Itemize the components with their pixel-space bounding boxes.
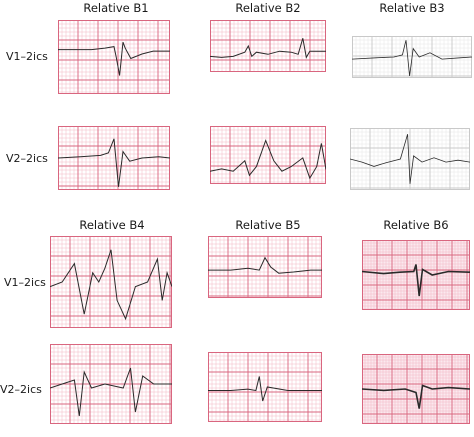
ecg-strip-b1-v1 bbox=[58, 20, 170, 94]
ecg-strip-b2-v2 bbox=[210, 126, 326, 184]
ecg-trace bbox=[362, 384, 470, 409]
ecg-strip-b4-v1 bbox=[50, 236, 172, 328]
ecg-grid bbox=[58, 20, 170, 94]
panel-title-b5: Relative B5 bbox=[235, 218, 301, 232]
lead-label-top-v1: V1–2ics bbox=[6, 50, 48, 63]
ecg-strip-b3-v2 bbox=[350, 128, 470, 190]
panel-title-b3: Relative B3 bbox=[379, 1, 445, 15]
ecg-grid bbox=[208, 352, 322, 422]
ecg-trace bbox=[50, 249, 172, 321]
ecg-trace bbox=[50, 367, 172, 417]
ecg-trace bbox=[58, 42, 170, 76]
ecg-grid bbox=[210, 126, 326, 184]
ecg-trace bbox=[208, 376, 322, 402]
ecg-strip-b1-v2 bbox=[58, 126, 170, 190]
ecg-grid bbox=[362, 354, 470, 424]
ecg-strip-b5-v1 bbox=[208, 236, 322, 298]
ecg-trace bbox=[208, 256, 322, 274]
lead-label-bottom-v1: V1–2ics bbox=[4, 276, 46, 289]
ecg-grid bbox=[208, 236, 322, 298]
panel-title-b1: Relative B1 bbox=[83, 1, 149, 15]
ecg-trace bbox=[362, 264, 470, 297]
ecg-grid bbox=[50, 344, 172, 424]
ecg-trace bbox=[58, 138, 170, 187]
ecg-trace bbox=[210, 139, 326, 180]
ecg-strip-b6-v2 bbox=[362, 354, 470, 424]
panel-title-b2: Relative B2 bbox=[235, 1, 301, 15]
ecg-grid bbox=[210, 20, 326, 72]
lead-label-top-v2: V2–2ics bbox=[6, 152, 48, 165]
ecg-strip-b2-v1 bbox=[210, 20, 326, 72]
ecg-trace bbox=[210, 38, 326, 59]
ecg-grid bbox=[362, 240, 470, 310]
ecg-trace bbox=[350, 134, 470, 184]
ecg-grid bbox=[58, 126, 170, 190]
ecg-strip-b6-v1 bbox=[362, 240, 470, 310]
panel-title-b6: Relative B6 bbox=[383, 218, 449, 232]
ecg-trace bbox=[352, 40, 472, 76]
ecg-strip-b4-v2 bbox=[50, 344, 172, 424]
lead-label-bottom-v2: V2–2ics bbox=[0, 383, 42, 396]
ecg-strip-b3-v1 bbox=[352, 36, 472, 78]
ecg-strip-b5-v2 bbox=[208, 352, 322, 422]
panel-title-b4: Relative B4 bbox=[79, 218, 145, 232]
